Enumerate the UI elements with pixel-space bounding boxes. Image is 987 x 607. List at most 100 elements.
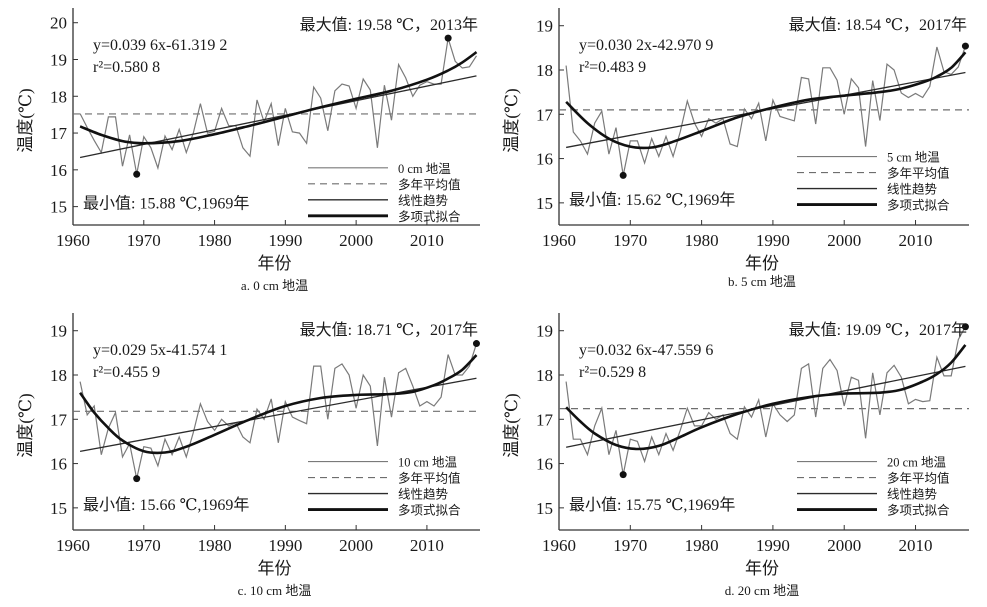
x-axis-label: 年份 xyxy=(745,559,779,578)
max-value-annotation: 最大值: 18.54 ℃，2017年 xyxy=(789,16,967,34)
y-tick-label: 19 xyxy=(536,322,553,341)
x-tick-label: 2000 xyxy=(827,536,861,555)
chart-5cm: 15 16 17 18 19 1960 1970 1980 1990 2000 2010 年份 温度(℃… xyxy=(502,8,969,289)
legend-mean-label: 多年平均值 xyxy=(398,471,461,486)
x-tick-label: 2010 xyxy=(899,231,933,250)
r-squared: r²=0.455 9 xyxy=(93,364,160,381)
y-tick-label: 18 xyxy=(50,366,67,385)
x-tick-label: 1970 xyxy=(613,231,647,250)
y-tick-label: 17 xyxy=(50,124,68,143)
y-tick-label: 19 xyxy=(50,322,67,341)
legend-mean-label: 多年平均值 xyxy=(887,471,950,486)
series-line xyxy=(79,343,478,479)
y-tick-label: 16 xyxy=(50,455,67,474)
y-axis-label: 温度(℃) xyxy=(16,393,35,457)
y-tick-label: 17 xyxy=(536,410,554,429)
y-tick-label: 18 xyxy=(50,87,67,106)
x-tick-label: 1960 xyxy=(56,536,90,555)
max-point-marker xyxy=(444,34,452,42)
y-tick-label: 15 xyxy=(536,499,553,518)
x-tick-label: 2010 xyxy=(899,536,933,555)
x-tick-label: 1980 xyxy=(198,536,232,555)
legend-poly-label: 多项式拟合 xyxy=(887,198,950,213)
x-tick-label: 1990 xyxy=(756,231,790,250)
x-tick-label: 2000 xyxy=(827,231,861,250)
y-tick-label: 20 xyxy=(50,14,67,33)
linear-trend-line xyxy=(79,377,477,453)
y-tick-label: 16 xyxy=(536,455,553,474)
legend-series-label: 20 cm 地温 xyxy=(887,456,947,470)
legend-mean-label: 多年平均值 xyxy=(398,177,461,192)
polynomial-fit-line xyxy=(79,51,478,145)
r-squared: r²=0.483 9 xyxy=(579,59,646,76)
panel-caption: a. 0 cm 地温 xyxy=(241,278,308,293)
x-tick-label: 2010 xyxy=(410,536,444,555)
legend-linear-label: 线性趋势 xyxy=(887,182,938,197)
panel-b: 15 16 17 18 19 1960 1970 1980 1990 2000 2010 年份 温度(℃… xyxy=(494,0,987,302)
series-line xyxy=(79,38,478,175)
polynomial-fit-line xyxy=(565,344,967,451)
y-tick-label: 17 xyxy=(50,410,68,429)
series-line xyxy=(565,326,966,475)
y-tick-label: 16 xyxy=(50,161,67,180)
x-tick-label: 1960 xyxy=(542,536,576,555)
x-tick-label: 1970 xyxy=(127,231,161,250)
x-tick-label: 2000 xyxy=(339,536,373,555)
max-point-marker xyxy=(961,323,969,331)
min-point-marker xyxy=(619,171,627,179)
y-tick-label: 15 xyxy=(536,194,553,213)
legend-poly-label: 多项式拟合 xyxy=(887,503,950,518)
chart-0cm: 15 16 17 18 19 20 1960 1970 1980 1990 2000 2010 年份 温度… xyxy=(16,8,480,293)
max-point-marker xyxy=(961,42,969,50)
x-tick-label: 1960 xyxy=(542,231,576,250)
panel-caption: d. 20 cm 地温 xyxy=(725,583,799,598)
legend-series-label: 5 cm 地温 xyxy=(887,151,940,165)
regression-equation: y=0.030 2x-42.970 9 xyxy=(579,37,713,54)
x-tick-label: 1970 xyxy=(127,536,161,555)
y-tick-label: 19 xyxy=(50,50,67,69)
legend-series-label: 0 cm 地温 xyxy=(398,162,451,176)
r-squared: r²=0.529 8 xyxy=(579,364,646,381)
x-tick-label: 1990 xyxy=(268,231,302,250)
legend-poly-label: 多项式拟合 xyxy=(398,209,461,224)
x-tick-label: 1960 xyxy=(56,231,90,250)
regression-equation: y=0.039 6x-61.319 2 xyxy=(93,37,227,54)
panel-a: 15 16 17 18 19 20 1960 1970 1980 1990 2000 2010 年份 温度… xyxy=(0,0,494,302)
legend-linear-label: 线性趋势 xyxy=(398,193,449,208)
x-tick-label: 2000 xyxy=(339,231,373,250)
legend-mean-label: 多年平均值 xyxy=(887,166,950,181)
y-axis-label: 温度(℃) xyxy=(16,88,35,152)
chart-20cm: 15 16 17 18 19 1960 1970 1980 1990 2000 2010 年份 温度(℃… xyxy=(502,313,969,598)
min-value-annotation: 最小值: 15.66 ℃,1969年 xyxy=(83,496,249,514)
r-squared: r²=0.580 8 xyxy=(93,59,160,76)
polynomial-fit-line xyxy=(565,51,967,150)
regression-equation: y=0.032 6x-47.559 6 xyxy=(579,342,713,359)
min-point-marker xyxy=(133,170,141,178)
x-tick-label: 1990 xyxy=(268,536,302,555)
legend-series-label: 10 cm 地温 xyxy=(398,456,458,470)
y-axis-label: 温度(℃) xyxy=(502,88,521,152)
x-tick-label: 1970 xyxy=(613,536,647,555)
min-point-marker xyxy=(133,475,141,483)
panel-d: 15 16 17 18 19 1960 1970 1980 1990 2000 2010 年份 温度(℃… xyxy=(494,305,987,607)
y-tick-label: 18 xyxy=(536,366,553,385)
min-point-marker xyxy=(619,471,627,479)
y-axis-label: 温度(℃) xyxy=(502,393,521,457)
min-value-annotation: 最小值: 15.75 ℃,1969年 xyxy=(569,496,735,514)
max-point-marker xyxy=(472,340,480,348)
y-tick-label: 16 xyxy=(536,150,553,169)
regression-equation: y=0.029 5x-41.574 1 xyxy=(93,342,227,359)
max-value-annotation: 最大值: 19.58 ℃，2013年 xyxy=(300,16,478,34)
x-tick-label: 1980 xyxy=(685,536,719,555)
max-value-annotation: 最大值: 18.71 ℃，2017年 xyxy=(300,321,478,339)
x-tick-label: 2010 xyxy=(410,231,444,250)
panel-c: 15 16 17 18 19 1960 1970 1980 1990 2000 2010 年份 温度(℃… xyxy=(0,305,494,607)
y-tick-label: 15 xyxy=(50,499,67,518)
polynomial-fit-line xyxy=(79,354,478,455)
max-value-annotation: 最大值: 19.09 ℃，2017年 xyxy=(789,321,967,339)
y-tick-label: 15 xyxy=(50,198,67,217)
x-tick-label: 1980 xyxy=(685,231,719,250)
y-tick-label: 18 xyxy=(536,61,553,80)
y-tick-label: 17 xyxy=(536,105,554,124)
chart-10cm: 15 16 17 18 19 1960 1970 1980 1990 2000 2010 年份 温度(℃… xyxy=(16,313,480,598)
